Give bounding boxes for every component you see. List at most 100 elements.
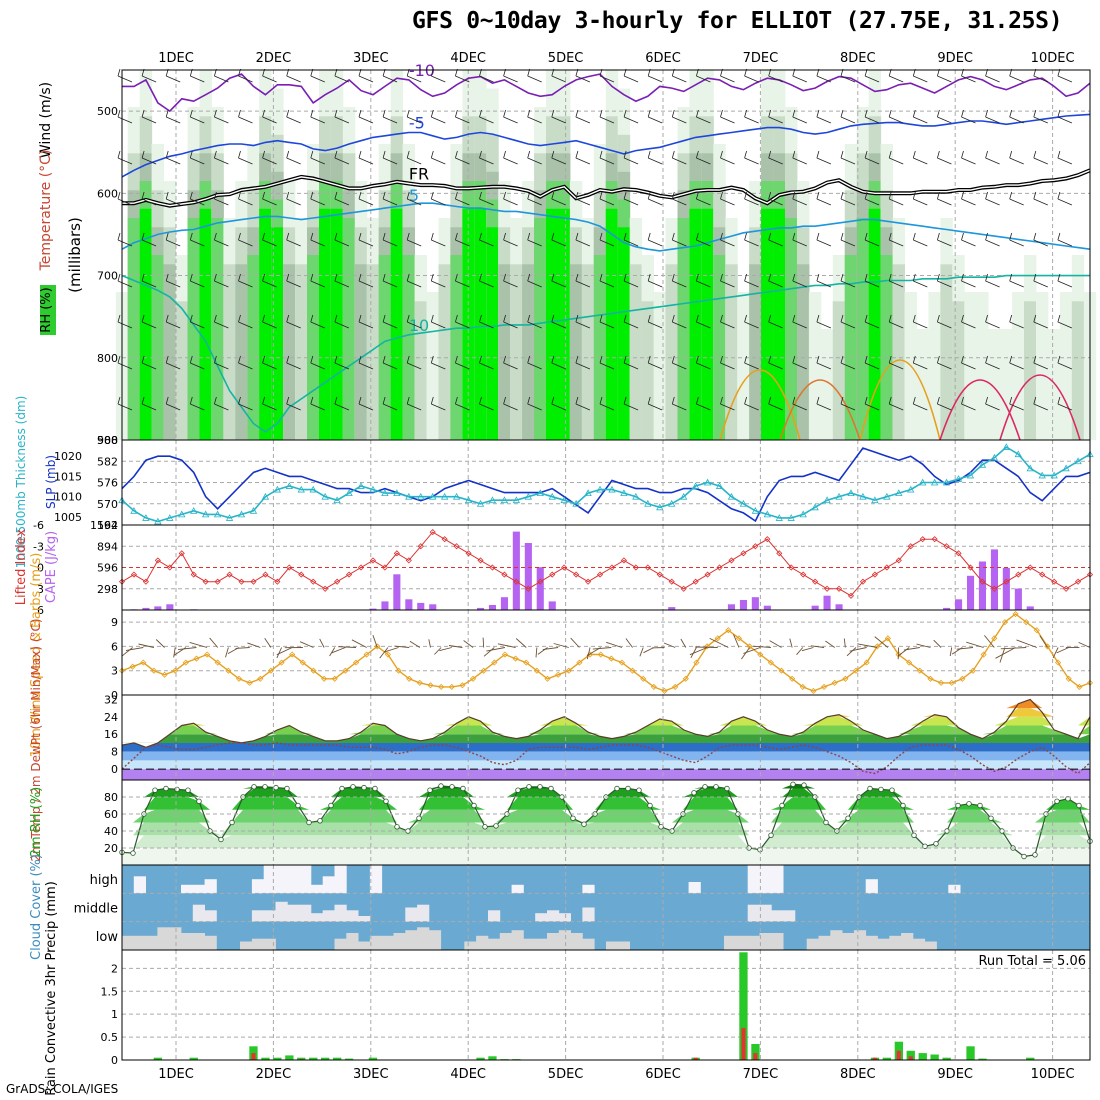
wind-barb-10m — [689, 647, 708, 656]
wind-speed-marker — [555, 671, 562, 678]
wind-barb — [430, 232, 446, 247]
thickness-marker — [978, 460, 987, 468]
wind-barb — [455, 396, 470, 411]
wind-speed-marker — [352, 659, 360, 666]
wind-barb-10m — [276, 647, 293, 656]
wind-barb — [912, 314, 928, 329]
wind-barb-10m — [537, 647, 548, 655]
rh-legend-swatch — [40, 285, 56, 335]
cloud-cell-low — [381, 935, 394, 950]
wind-barb — [864, 109, 880, 124]
wind-speed-marker — [1033, 627, 1040, 634]
cloud-cell-middle — [334, 904, 347, 922]
thickness-marker — [548, 492, 556, 500]
series-SLP — [121, 447, 1091, 523]
thickness-marker — [345, 489, 353, 497]
wind-barb — [479, 109, 494, 124]
wind-speed-marker — [150, 667, 157, 674]
precip-total-bar — [906, 1050, 915, 1060]
rh-shading — [605, 208, 619, 441]
precip-conv-bar — [753, 1053, 758, 1060]
wind-barb — [117, 191, 133, 206]
cape-bar — [477, 607, 485, 610]
rh-shading — [438, 264, 451, 441]
lifted-index-marker — [907, 543, 914, 550]
cloud-cell-low — [842, 933, 855, 950]
thickness-marker — [811, 503, 819, 511]
lifted-index-marker — [393, 550, 400, 557]
thickness-marker — [488, 496, 497, 504]
wind-speed-marker — [959, 675, 966, 682]
thickness-marker — [895, 489, 903, 497]
rh2m-marker — [977, 802, 983, 809]
wind-barb — [864, 232, 880, 247]
rh-shading — [1059, 292, 1073, 440]
rh2m-marker — [130, 850, 136, 856]
wind-barb — [238, 273, 253, 288]
cloud-cell-low — [346, 933, 359, 950]
wind-barb — [455, 150, 470, 165]
cloud-cell-low — [865, 935, 878, 950]
rh2m-marker — [955, 802, 961, 809]
wind-barb — [744, 150, 759, 165]
rh-shading — [737, 292, 750, 440]
wind-barb — [1033, 109, 1048, 124]
cloud-cell-low — [133, 935, 146, 950]
wind-barb — [503, 191, 518, 206]
cloud-cell-low — [464, 941, 477, 950]
cloud-cell-low — [735, 935, 749, 950]
thickness-marker — [429, 492, 437, 500]
cloud-cell-middle — [310, 913, 324, 922]
cloud-cell-middle — [287, 904, 300, 922]
x-tick-bottom: 8DEC — [840, 1067, 876, 1082]
thickness-marker — [775, 514, 783, 521]
wind-barb — [503, 232, 518, 247]
rh-shading — [1024, 301, 1037, 441]
x-tick-top: 6DEC — [645, 51, 681, 66]
wind-barb — [744, 314, 759, 329]
wind-barb-10m — [486, 647, 506, 652]
wind-barb-10m — [897, 647, 910, 657]
cloud-cell-high — [759, 865, 772, 894]
wind-barb — [141, 314, 157, 329]
cloud-cell-middle — [488, 910, 501, 922]
wind-barb — [720, 273, 735, 288]
rh-shading — [354, 264, 368, 441]
lifted-index-marker — [955, 550, 962, 557]
wind-barb — [1057, 314, 1073, 329]
x-tick-top: 7DEC — [743, 51, 779, 66]
wind-barb — [599, 232, 615, 247]
wind-barb — [696, 273, 711, 288]
wind-barb — [696, 150, 711, 165]
rh-shading — [558, 208, 571, 441]
thickness-marker — [369, 485, 377, 493]
dewpt-line — [121, 742, 1091, 775]
precip-total-bar — [751, 1044, 760, 1060]
wind-barb — [671, 150, 687, 165]
wind-barb — [238, 314, 253, 329]
thickness-marker — [297, 485, 305, 493]
rh2m-marker — [273, 784, 279, 791]
wind-barb — [696, 109, 711, 124]
cloud-cell-low — [417, 927, 430, 950]
wind-speed-marker — [235, 675, 243, 682]
thickness-marker — [201, 510, 210, 518]
lifted-index-marker — [788, 564, 795, 571]
wind-speed-marker — [1023, 619, 1030, 626]
wind-barb — [768, 355, 783, 370]
wind-barb — [912, 232, 928, 247]
lifted-index-marker — [417, 543, 424, 550]
wind-barb-10m — [329, 647, 336, 657]
lifted-index-marker — [561, 564, 568, 571]
wind-speed-marker — [363, 651, 370, 658]
thickness-marker — [452, 492, 461, 500]
wind-barb — [358, 191, 374, 206]
wind-barb-10m — [680, 638, 687, 648]
wind-barb-10m — [463, 640, 474, 648]
precip-total-bar — [1026, 1057, 1035, 1060]
cloud-cell-low — [523, 938, 536, 950]
precip-total-bar — [285, 1055, 294, 1060]
x-tick-top: 4DEC — [450, 51, 486, 66]
wind-barb — [575, 232, 591, 247]
